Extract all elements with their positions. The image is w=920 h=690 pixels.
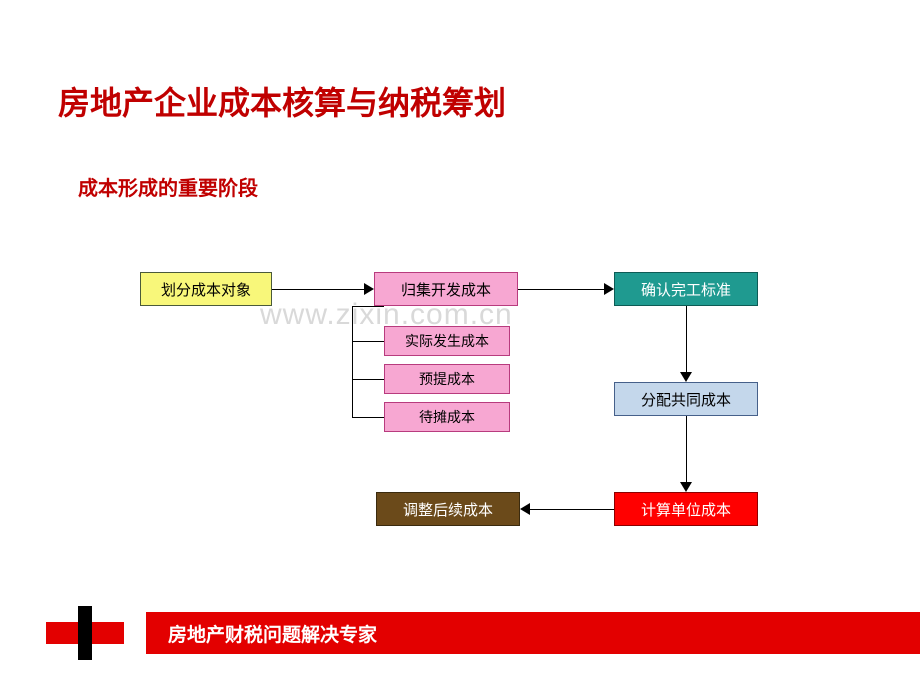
node-calc-unit-cost: 计算单位成本 [614, 492, 758, 526]
node-deferred-cost: 待摊成本 [384, 402, 510, 432]
node-adjust-followup-cost: 调整后续成本 [376, 492, 520, 526]
logo-v-bar [78, 606, 92, 660]
footer-bar: 房地产财税问题解决专家 [146, 612, 920, 654]
node-confirm-completion: 确认完工标准 [614, 272, 758, 306]
subtitle: 成本形成的重要阶段 [78, 172, 258, 201]
footer-text: 房地产财税问题解决专家 [168, 620, 377, 647]
node-allocate-common-cost: 分配共同成本 [614, 382, 758, 416]
page-title: 房地产企业成本核算与纳税筹划 [58, 78, 506, 124]
node-collect-dev-cost: 归集开发成本 [374, 272, 518, 306]
node-accrued-cost: 预提成本 [384, 364, 510, 394]
node-divide-cost-object: 划分成本对象 [140, 272, 272, 306]
slide: 房地产企业成本核算与纳税筹划 成本形成的重要阶段 www.zixin.com.c… [0, 0, 920, 690]
node-actual-cost: 实际发生成本 [384, 326, 510, 356]
logo-icon [46, 606, 124, 660]
